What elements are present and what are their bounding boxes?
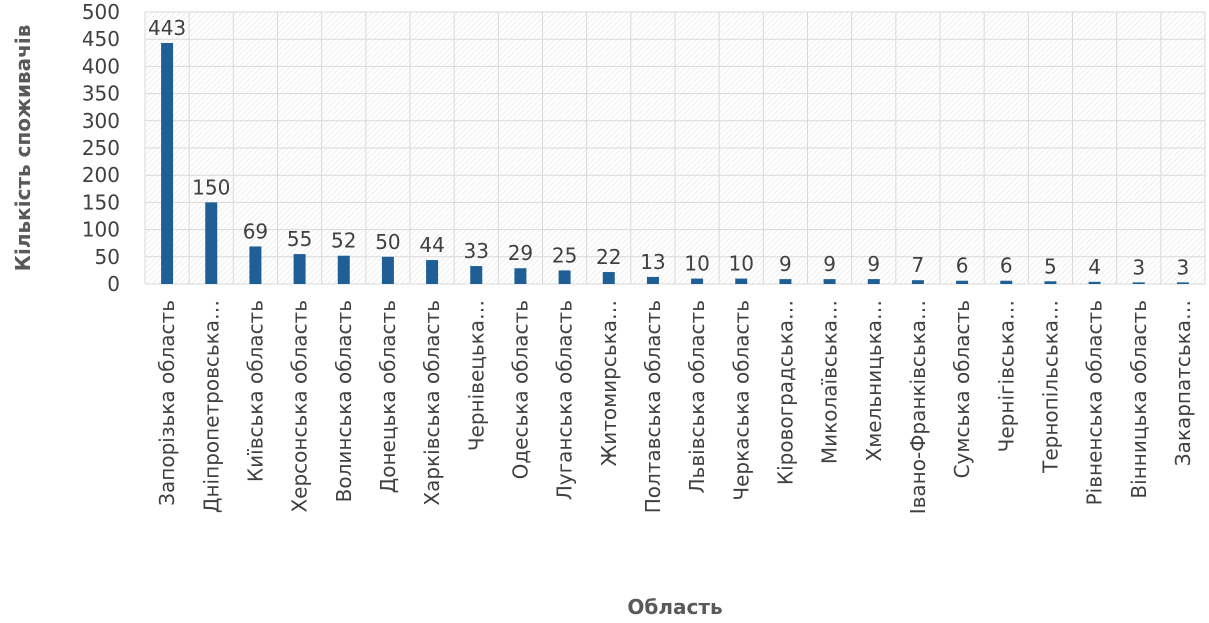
x-tick-label: Київська область <box>243 300 267 482</box>
bar <box>514 268 527 284</box>
x-tick-label: Черкаська область <box>729 300 753 501</box>
data-label: 44 <box>419 233 444 257</box>
x-tick-label: Одеська область <box>508 300 532 479</box>
y-tick-label: 0 <box>107 272 120 296</box>
data-label: 6 <box>956 254 969 278</box>
y-tick-label: 450 <box>82 27 120 51</box>
data-label: 10 <box>729 252 754 276</box>
data-label: 9 <box>867 252 880 276</box>
x-tick-label: Харківська область <box>420 300 444 506</box>
data-label: 52 <box>331 229 356 253</box>
x-tick-label: Запорізька область <box>155 300 179 506</box>
data-label: 4 <box>1088 255 1101 279</box>
y-axis-title: Кількість споживачів <box>11 25 35 272</box>
x-tick-label: Сумська область <box>950 300 974 478</box>
bar <box>1088 281 1101 284</box>
x-tick-label: Житомирська… <box>597 300 621 466</box>
x-tick-label: Хмельницька… <box>862 300 886 461</box>
x-tick-label: Миколаївська… <box>818 300 842 464</box>
y-tick-label: 350 <box>82 82 120 106</box>
bar <box>823 279 836 284</box>
data-label: 3 <box>1132 255 1145 279</box>
bar <box>602 272 615 284</box>
y-tick-label: 300 <box>82 109 120 133</box>
y-tick-label: 150 <box>82 190 120 214</box>
y-tick-label: 50 <box>95 245 120 269</box>
x-tick-label: Львівська область <box>685 300 709 493</box>
x-tick-label: Дніпропетровська… <box>199 300 223 513</box>
x-axis-title: Область <box>627 595 722 619</box>
bar <box>1000 280 1013 284</box>
data-label: 33 <box>464 239 489 263</box>
y-tick-label: 200 <box>82 163 120 187</box>
data-label: 5 <box>1044 254 1057 278</box>
y-tick-label: 400 <box>82 54 120 78</box>
bar <box>1132 282 1145 284</box>
x-tick-label: Чернівецька… <box>464 300 488 451</box>
x-tick-label: Донецька область <box>376 300 400 493</box>
bar <box>558 270 571 284</box>
bar <box>735 278 748 284</box>
bar <box>337 255 350 284</box>
data-label: 150 <box>192 175 230 199</box>
x-tick-label: Херсонська область <box>288 300 312 513</box>
data-label: 9 <box>779 252 792 276</box>
bar <box>426 260 439 284</box>
data-label: 3 <box>1177 255 1190 279</box>
data-label: 29 <box>508 241 533 265</box>
data-label: 25 <box>552 243 577 267</box>
data-label: 13 <box>640 250 665 274</box>
bar <box>779 279 792 284</box>
bar <box>293 254 306 284</box>
data-label: 10 <box>684 252 709 276</box>
bar <box>205 202 218 284</box>
y-tick-label: 100 <box>82 218 120 242</box>
bar <box>646 276 659 284</box>
x-tick-label: Луганська область <box>553 300 577 500</box>
y-axis-ticks: 0 50 100 150 200 250 300 350 400 450 500 <box>82 0 120 296</box>
x-tick-label: Кіровоградська… <box>773 300 797 485</box>
x-tick-label: Вінницька область <box>1127 300 1151 499</box>
data-label: 50 <box>375 230 400 254</box>
x-tick-label: Волинська область <box>332 300 356 502</box>
data-label: 22 <box>596 245 621 269</box>
data-label: 7 <box>912 253 925 277</box>
bar <box>249 246 262 284</box>
data-label: 69 <box>243 219 268 243</box>
y-tick-label: 250 <box>82 136 120 160</box>
data-label: 6 <box>1000 254 1013 278</box>
bar <box>956 280 969 284</box>
x-tick-label: Івано-Франківська… <box>906 300 930 514</box>
x-tick-label: Чернігівська… <box>994 300 1018 452</box>
x-tick-label: Полтавська область <box>641 300 665 513</box>
bar <box>911 280 924 284</box>
bar <box>867 279 880 284</box>
bar <box>1176 282 1189 284</box>
bar <box>470 266 483 284</box>
bar <box>1044 281 1057 284</box>
x-tick-label: Рівненська область <box>1083 300 1107 505</box>
gridlines <box>144 11 1206 285</box>
x-axis-ticks: Запорізька область Дніпропетровська… Київс… <box>155 300 1195 514</box>
bar <box>691 278 704 284</box>
bar <box>381 256 394 284</box>
bars <box>161 43 1189 285</box>
data-label: 443 <box>148 16 186 40</box>
data-label: 55 <box>287 227 312 251</box>
x-tick-label: Закарпатська… <box>1171 300 1195 466</box>
x-tick-label: Тернопільська… <box>1038 300 1062 474</box>
y-tick-label: 500 <box>82 0 120 24</box>
data-label: 9 <box>823 252 836 276</box>
bar <box>161 43 174 285</box>
